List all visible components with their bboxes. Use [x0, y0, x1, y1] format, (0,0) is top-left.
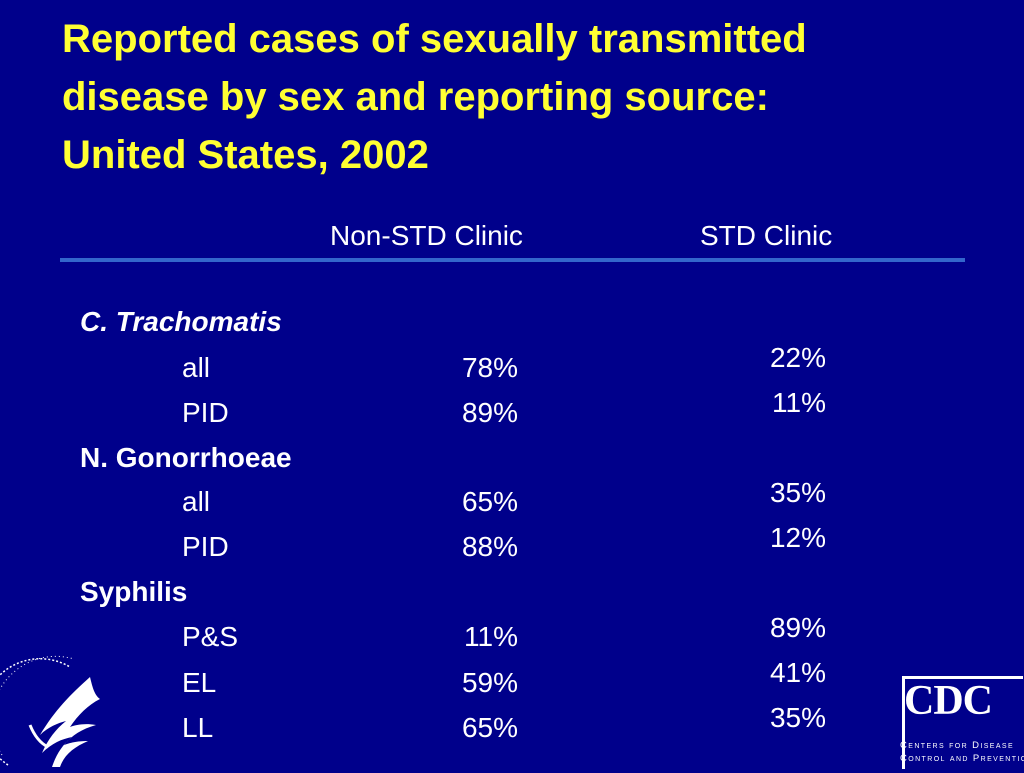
- std-value: 22%: [769, 342, 826, 373]
- column-header-std-clinic: STD Clinic: [700, 220, 833, 251]
- cdc-logo-frame: [902, 676, 1023, 769]
- non-std-value: 59%: [461, 667, 518, 698]
- non-std-value: 11%: [464, 621, 518, 652]
- row-label: EL: [182, 667, 217, 698]
- non-std-value: 65%: [461, 712, 518, 743]
- group-label-syphilis: Syphilis: [80, 576, 188, 607]
- group-label-gonorrhoeae: N. Gonorrhoeae: [80, 442, 292, 473]
- title-line-1: Reported cases of sexually transmitted: [62, 17, 807, 61]
- std-value: 11%: [772, 387, 826, 418]
- non-std-value: 88%: [461, 531, 518, 562]
- cdc-wordmark: CDC: [904, 678, 993, 724]
- std-value: 35%: [769, 477, 826, 508]
- row-label: PID: [182, 397, 229, 428]
- hhs-eagle-seal-icon: [0, 655, 110, 768]
- cdc-tagline-line-2: Control and Prevention: [900, 753, 1024, 764]
- column-header-non-std-clinic: Non-STD Clinic: [330, 220, 523, 251]
- slide-title: Reported cases of sexually transmitted d…: [62, 10, 962, 184]
- non-std-value: 89%: [461, 397, 518, 428]
- non-std-value: 78%: [461, 352, 518, 383]
- std-value: 89%: [769, 612, 826, 643]
- std-value: 35%: [769, 702, 826, 733]
- title-line-3: United States, 2002: [62, 133, 429, 177]
- title-line-2: disease by sex and reporting source:: [62, 75, 769, 119]
- row-label: all: [182, 486, 211, 517]
- row-label: P&S: [182, 621, 239, 652]
- std-value: 12%: [769, 522, 826, 553]
- cdc-logo: CDC Centers for Disease Control and Prev…: [896, 668, 1024, 769]
- cdc-tagline-line-1: Centers for Disease: [900, 740, 1015, 751]
- row-label: PID: [182, 531, 229, 562]
- group-label-trachomatis: C. Trachomatis: [80, 306, 282, 337]
- header-divider: [60, 258, 965, 262]
- std-value: 41%: [769, 657, 826, 688]
- row-label: all: [182, 352, 211, 383]
- row-label: LL: [182, 712, 214, 743]
- non-std-value: 65%: [461, 486, 518, 517]
